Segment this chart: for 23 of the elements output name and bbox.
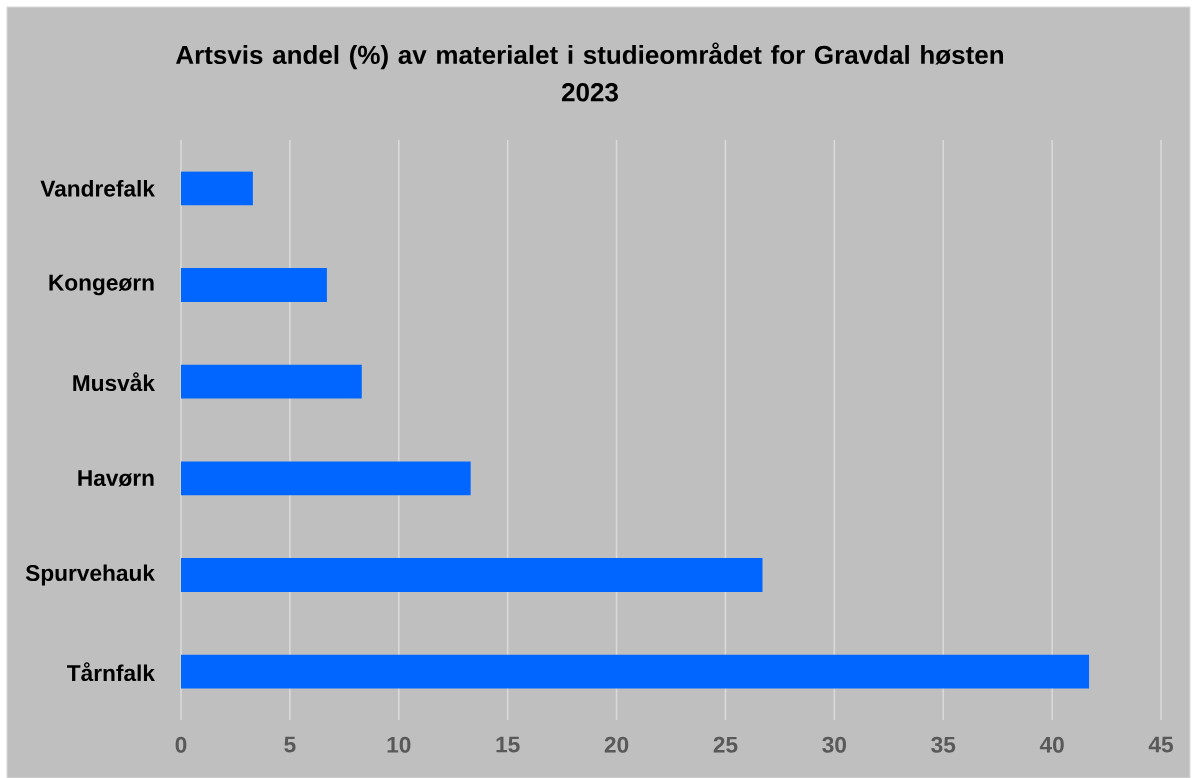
x-tick-label: 15: [496, 736, 520, 753]
y-tick-label: Havørn: [78, 470, 154, 487]
x-tick-label: 10: [387, 736, 411, 753]
x-tick-label: 5: [284, 736, 296, 753]
x-tick-label: 40: [1039, 736, 1064, 753]
x-tick-label: 30: [822, 736, 847, 753]
x-tick-label: 20: [604, 736, 629, 753]
y-tick-label: Vandrefalk: [40, 180, 155, 197]
bar: [181, 171, 253, 206]
y-tick-label: Musvåk: [73, 372, 155, 392]
y-tick-label: Tårnfalk: [67, 662, 155, 682]
bar: [181, 654, 1090, 689]
x-tick-label: 25: [713, 736, 738, 753]
x-tick-label: 35: [931, 736, 956, 753]
bar: [181, 558, 763, 592]
y-tick-label: Spurvehauk: [25, 564, 155, 586]
bar: [181, 364, 362, 399]
bar: [181, 461, 471, 496]
bar: [181, 268, 327, 302]
x-tick-label: 45: [1148, 736, 1173, 753]
y-tick-label: Kongeørn: [49, 274, 154, 296]
x-tick-label: 0: [175, 736, 187, 753]
chart-title: Artsvis andel (%) av materialet i studieområdet for Gravdal høsten 2023: [175, 42, 1003, 102]
